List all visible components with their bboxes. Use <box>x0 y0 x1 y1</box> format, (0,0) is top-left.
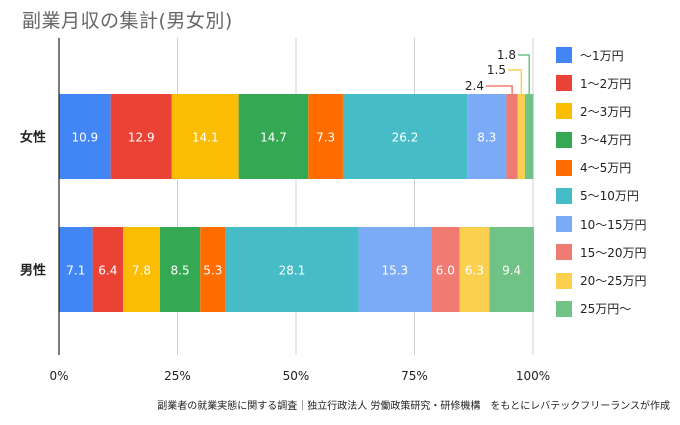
legend-label: 2〜3万円 <box>580 104 632 119</box>
leader-line <box>486 85 513 94</box>
bar-segment <box>506 94 518 179</box>
legend-label: 〜1万円 <box>580 48 624 63</box>
data-label: 15.3 <box>381 264 408 278</box>
bar-segment <box>524 94 534 179</box>
bar-segment <box>59 227 93 312</box>
leader-line <box>508 69 523 94</box>
data-label: 26.2 <box>392 131 419 145</box>
bar-segment <box>122 227 160 312</box>
bar-segment <box>238 94 309 179</box>
legend-swatch <box>556 244 572 261</box>
data-label: 1.5 <box>487 63 506 77</box>
legend-swatch <box>556 103 572 120</box>
data-label: 9.4 <box>502 264 521 278</box>
bar-segment <box>489 227 534 312</box>
legend-item: 15〜20万円 <box>556 243 680 261</box>
legend-item: 10〜15万円 <box>556 215 680 233</box>
data-label: 10.9 <box>71 131 98 145</box>
data-label: 7.1 <box>66 264 85 278</box>
bar-segment <box>200 227 226 312</box>
data-label: 12.9 <box>128 131 155 145</box>
legend: 〜1万円 1〜2万円 2〜3万円 3〜4万円 4〜5万円 5〜10万円 10〜15万円 15〜… <box>556 46 680 328</box>
stacked-bar-chart: 10.9 12.9 14.1 14.7 7.3 26.2 8.3 女性 7.1 6.4 7.8 8.5… <box>20 38 550 383</box>
legend-label: 15〜20万円 <box>580 245 647 260</box>
chart-title: 副業月収の集計(男女別) <box>22 10 233 32</box>
source-note: 副業者の就業実態に関する調査｜独立行政法人 労働政策研究・研修機構 をもとにレバ… <box>157 401 670 412</box>
bar-segment <box>358 227 432 312</box>
legend-swatch <box>556 47 572 63</box>
category-label: 女性 <box>20 130 46 146</box>
data-label: 8.5 <box>171 264 190 278</box>
x-tick-label: 75% <box>401 369 428 383</box>
x-tick-label: 100% <box>516 369 550 383</box>
legend-label: 3〜4万円 <box>580 133 632 148</box>
category-label: 男性 <box>20 263 46 279</box>
legend-item: 〜1万円 <box>556 46 680 64</box>
bar-segment <box>308 94 343 179</box>
legend-item: 25万円〜 <box>556 300 680 318</box>
data-label: 14.7 <box>260 131 287 145</box>
legend-swatch <box>556 159 572 176</box>
legend-swatch <box>556 272 572 289</box>
legend-swatch <box>556 75 572 92</box>
legend-swatch <box>556 187 572 204</box>
legend-swatch <box>556 216 572 233</box>
bar-segment <box>467 94 507 179</box>
data-label: 7.8 <box>132 264 151 278</box>
data-label: 5.3 <box>203 264 222 278</box>
data-label: 2.4 <box>465 79 484 93</box>
legend-item: 1〜2万円 <box>556 74 680 92</box>
bar-segment <box>59 94 111 179</box>
bar-segment <box>225 227 359 312</box>
bar-segment <box>92 227 123 312</box>
data-label: 6.4 <box>98 264 117 278</box>
bar-segment <box>110 94 172 179</box>
bar-segment <box>517 94 525 179</box>
data-label: 6.3 <box>465 264 484 278</box>
data-label: 28.1 <box>279 264 306 278</box>
bar-segment <box>342 94 468 179</box>
legend-item: 4〜5万円 <box>556 159 680 177</box>
x-tick-label: 25% <box>164 369 191 383</box>
legend-swatch <box>556 131 572 148</box>
legend-label: 1〜2万円 <box>580 76 632 91</box>
data-label: 7.3 <box>316 131 335 145</box>
legend-item: 2〜3万円 <box>556 102 680 120</box>
legend-label: 20〜25万円 <box>580 274 647 288</box>
bar-segment <box>431 227 460 312</box>
bar-segment <box>159 227 201 312</box>
legend-label: 25万円〜 <box>580 302 632 317</box>
data-label: 14.1 <box>192 131 219 145</box>
bar-segment <box>459 227 490 312</box>
legend-item: 5〜10万円 <box>556 187 680 205</box>
leader-line <box>518 54 530 94</box>
data-label: 1.8 <box>497 48 516 62</box>
legend-label: 10〜15万円 <box>580 217 647 232</box>
legend-item: 3〜4万円 <box>556 131 680 149</box>
legend-label: 4〜5万円 <box>580 161 632 176</box>
legend-item: 20〜25万円 <box>556 272 680 290</box>
legend-swatch <box>556 300 572 317</box>
x-tick-label: 0% <box>49 369 68 383</box>
legend-label: 5〜10万円 <box>580 189 639 204</box>
x-tick-label: 50% <box>283 369 310 383</box>
data-label: 8.3 <box>477 131 496 145</box>
bar-segment <box>171 94 239 179</box>
data-label: 6.0 <box>436 264 455 278</box>
